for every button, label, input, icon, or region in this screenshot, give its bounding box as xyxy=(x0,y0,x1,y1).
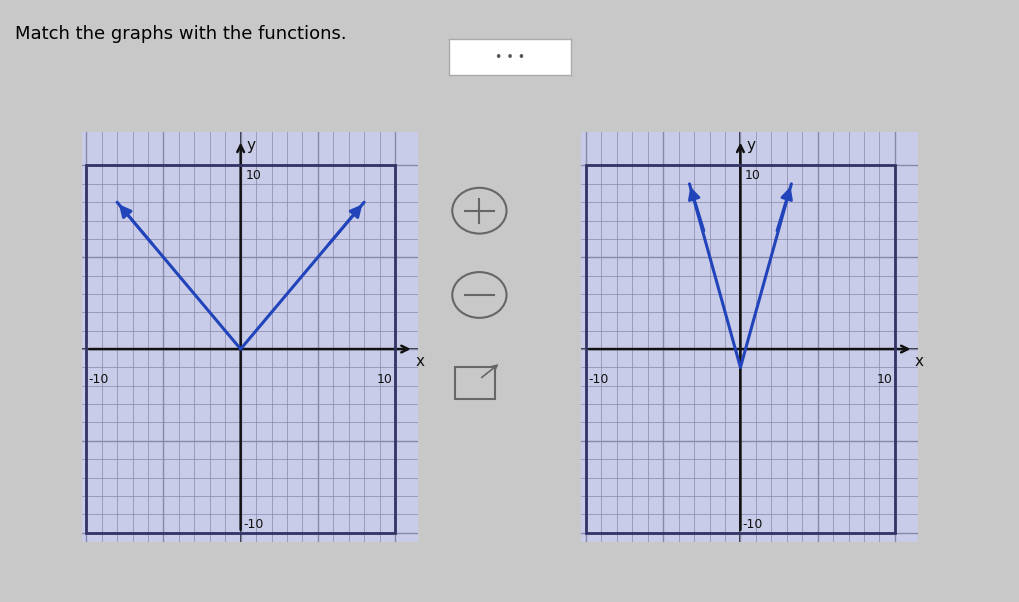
Text: -10: -10 xyxy=(588,373,608,386)
Text: -10: -10 xyxy=(243,518,263,531)
Text: -10: -10 xyxy=(742,518,762,531)
Text: 10: 10 xyxy=(245,169,261,182)
Text: x: x xyxy=(415,355,424,370)
Bar xyxy=(586,166,894,533)
Text: 10: 10 xyxy=(875,373,892,386)
Text: x: x xyxy=(914,355,923,370)
Text: -10: -10 xyxy=(89,373,109,386)
Text: • • •: • • • xyxy=(494,51,525,64)
Text: y: y xyxy=(247,138,256,153)
Bar xyxy=(87,166,394,533)
Text: 10: 10 xyxy=(376,373,392,386)
Text: Match the graphs with the functions.: Match the graphs with the functions. xyxy=(15,25,346,43)
Bar xyxy=(454,367,494,399)
Text: 10: 10 xyxy=(744,169,760,182)
Text: y: y xyxy=(746,138,755,153)
